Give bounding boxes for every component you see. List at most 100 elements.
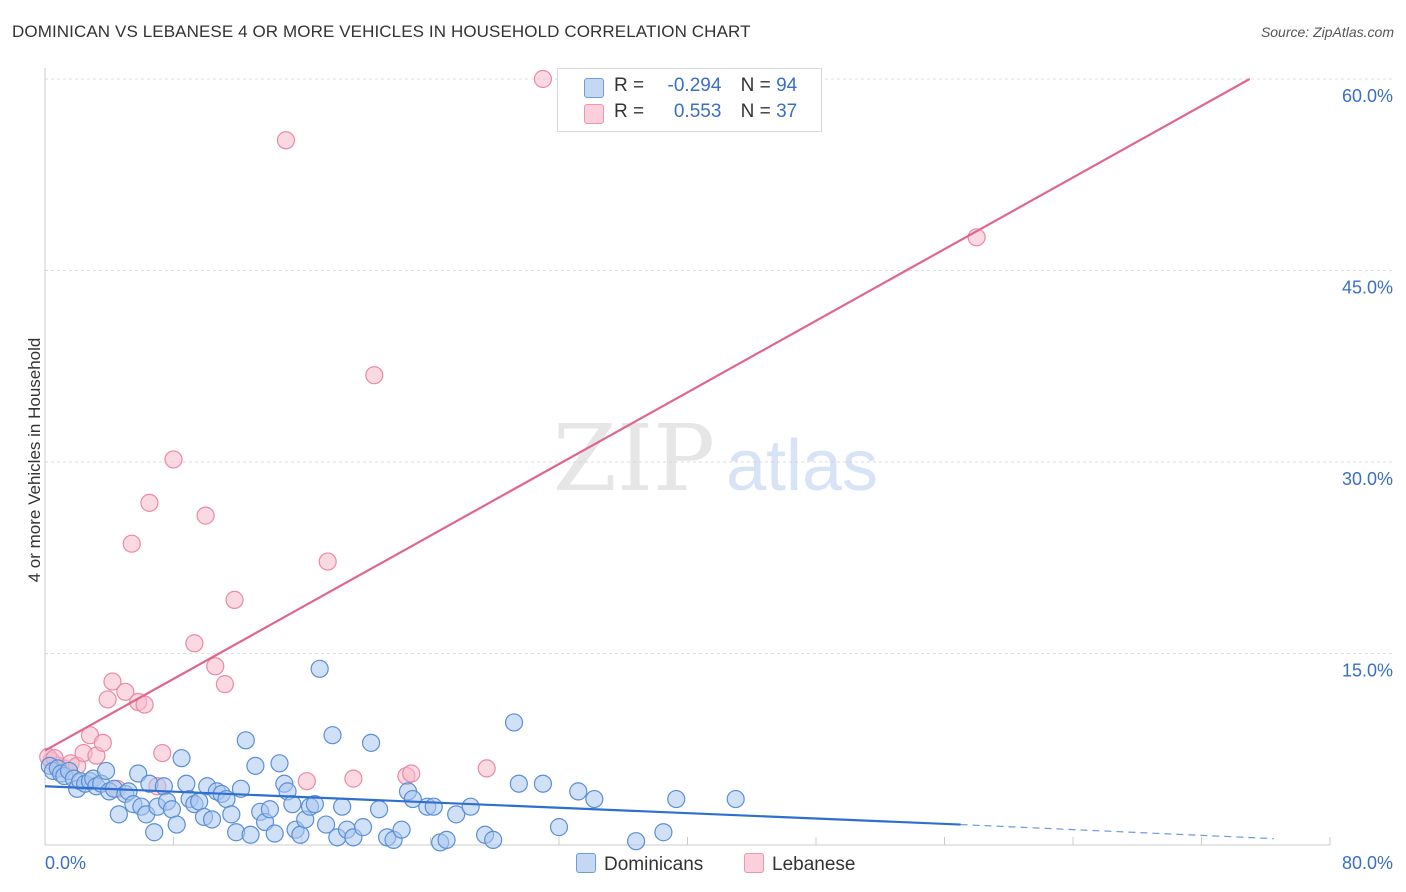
lebanese-point [140, 493, 159, 512]
lebanese-point [122, 534, 141, 553]
lebanese-r-value: 0.553 [673, 101, 722, 122]
n-label: N = [740, 101, 771, 122]
dominicans-point [190, 792, 209, 811]
lebanese-point [344, 769, 363, 788]
dominicans-n-value: 94 [776, 75, 798, 96]
lebanese-point [196, 506, 215, 525]
dominicans-point [447, 805, 466, 824]
dominicans-point [265, 824, 284, 843]
lebanese-point [225, 590, 244, 609]
dominicans-point [231, 779, 251, 798]
y-tick-label: 60.0% [1342, 86, 1393, 106]
dominicans-point [585, 789, 604, 809]
dominicans-point [109, 805, 128, 824]
data-points [39, 69, 986, 852]
dominicans-point [626, 832, 646, 851]
lebanese-point [477, 759, 496, 778]
dominicans-point [333, 797, 352, 816]
dominicans-point [236, 731, 255, 750]
x-tick-label-max: 80.0% [1342, 853, 1393, 873]
dominicans-point [96, 761, 116, 781]
lebanese-point [116, 682, 135, 701]
lebanese-legend-swatch [744, 853, 764, 873]
grid-lines [45, 78, 1395, 654]
dominicans-point [177, 774, 196, 793]
watermark-atlas: atlas [726, 426, 878, 506]
dominicans-point [370, 800, 389, 819]
y-tick-label: 45.0% [1342, 278, 1393, 298]
tick-labels: 15.0% 30.0% 45.0% 60.0% 0.0% 80.0% [45, 86, 1393, 873]
lebanese-legend-label: Lebanese [772, 854, 856, 875]
dominicans-point [654, 823, 673, 842]
trend-lines [44, 78, 1274, 840]
lebanese-point [206, 657, 225, 676]
dominicans-point [316, 815, 336, 834]
dominicans-swatch [584, 78, 604, 98]
lebanese-point [365, 366, 384, 385]
y-tick-label: 15.0% [1342, 661, 1393, 681]
dominicans-point [461, 797, 480, 816]
dominicans-point [361, 733, 381, 752]
dominicans-point [162, 800, 181, 819]
dominicans-point [549, 818, 569, 837]
y-axis-label: 4 or more Vehicles in Household [25, 337, 44, 583]
lebanese-swatch [584, 104, 604, 124]
dominicans-point [172, 749, 191, 768]
dominicans-point [726, 789, 745, 809]
legend-item-dominicans: Dominicans [576, 853, 703, 876]
lebanese-trend-line [44, 78, 1251, 752]
lebanese-point [98, 690, 117, 709]
r-label: R = [614, 101, 645, 122]
dominicans-point [533, 774, 553, 793]
dominicans-point [260, 800, 279, 819]
series-legend: Dominicans Lebanese [0, 850, 1406, 880]
dominicans-point [305, 795, 324, 814]
dominicans-point [504, 713, 524, 732]
dominicans-point [283, 795, 302, 814]
dominicans-point [484, 830, 503, 849]
dominicans-point [246, 756, 265, 775]
dominicans-point [353, 818, 373, 837]
lebanese-point [297, 772, 316, 791]
r-label: R = [614, 75, 645, 96]
n-label: N = [740, 75, 771, 96]
dominicans-point [310, 659, 329, 678]
dominicans-r-value: -0.294 [667, 75, 722, 96]
dominicans-legend-label: Dominicans [604, 854, 704, 875]
lebanese-point [153, 743, 172, 763]
lebanese-point [276, 131, 296, 150]
dominicans-point [129, 764, 148, 783]
source-label: Source: ZipAtlas.com [1260, 24, 1394, 40]
correlation-legend: R = -0.294 N = 94 R = 0.553 N = 37 [557, 68, 822, 132]
dominicans-legend-swatch [576, 853, 596, 873]
lebanese-point [93, 733, 112, 752]
lebanese-point [185, 634, 204, 653]
lebanese-point [533, 69, 553, 89]
lebanese-point [402, 764, 421, 783]
dominicans-point [291, 825, 310, 844]
lebanese-n-value: 37 [776, 101, 798, 122]
lebanese-point [164, 450, 183, 469]
dominicans-trend-extension [960, 823, 1274, 840]
dominicans-point [270, 754, 289, 773]
y-tick-label: 30.0% [1342, 469, 1393, 489]
dominicans-point [167, 815, 186, 834]
lebanese-point [103, 672, 122, 691]
dominicans-point [202, 810, 222, 829]
dominicans-point [145, 823, 164, 842]
dominicans-point [667, 789, 686, 809]
lebanese-point [318, 552, 337, 571]
dominicans-point [323, 726, 342, 745]
dominicans-point [424, 797, 443, 816]
dominicans-point [222, 805, 241, 824]
dominicans-point [403, 789, 422, 809]
legend-item-lebanese: Lebanese [744, 853, 855, 876]
axes [44, 68, 1331, 846]
dominicans-point [392, 820, 411, 839]
dominicans-point [437, 830, 456, 849]
watermark: ZIP atlas [553, 405, 878, 512]
dominicans-point [241, 825, 260, 844]
dominicans-point [509, 774, 528, 793]
chart-title: DOMINICAN VS LEBANESE 4 OR MORE VEHICLES… [12, 22, 751, 41]
